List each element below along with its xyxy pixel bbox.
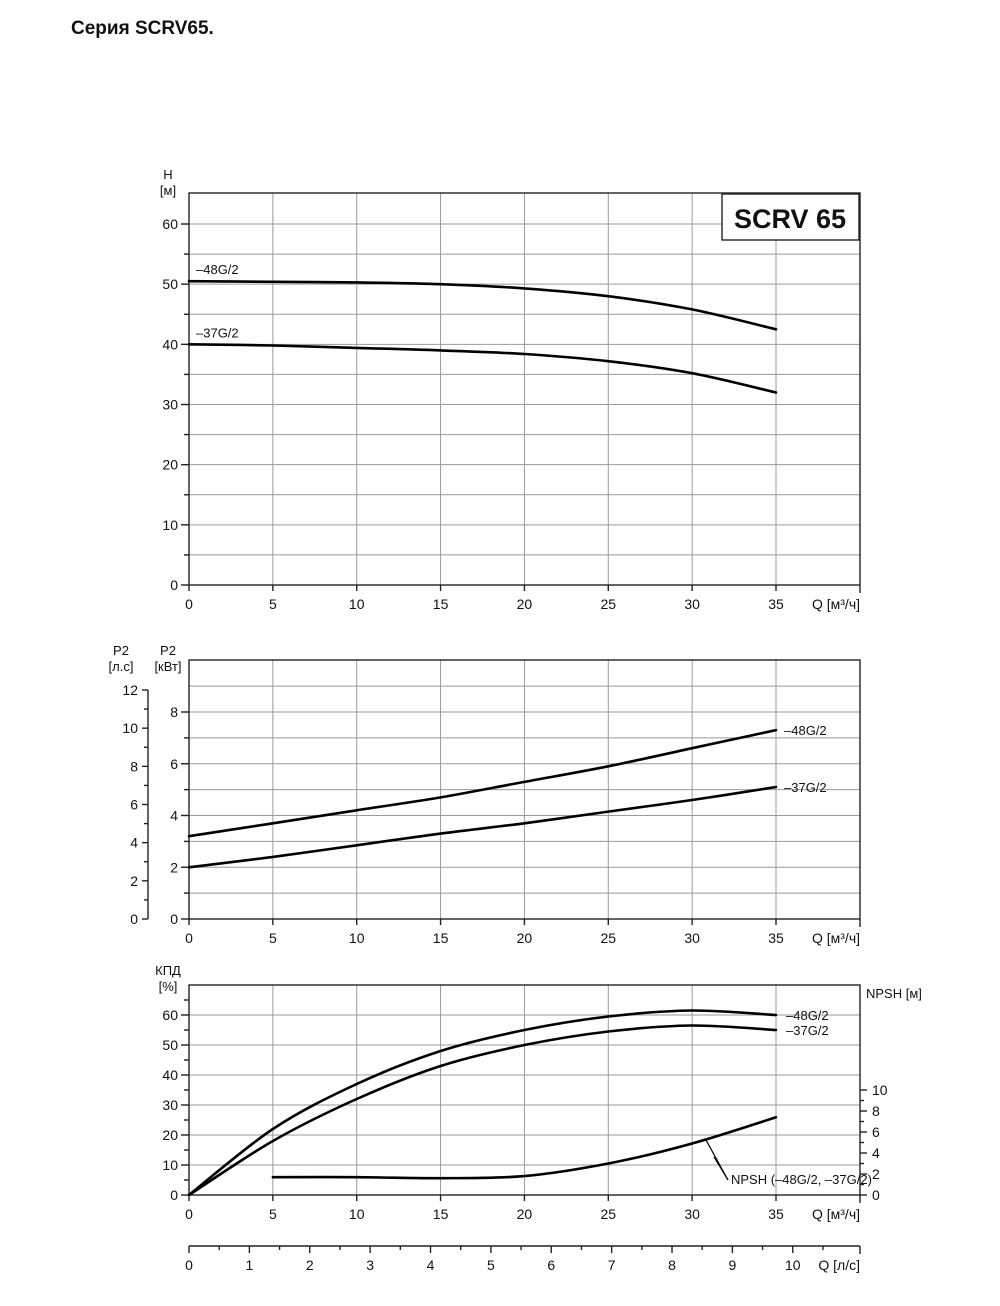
power-series-label: –37G/2 [784,780,827,795]
y-tick-label: 0 [170,1187,178,1203]
power-curve [187,785,778,869]
hp-tick-label: 6 [130,797,138,813]
y-tick-label: 2 [170,859,178,875]
flow-ls-tick-label: 4 [427,1257,435,1273]
power-series-label: –48G/2 [784,723,827,738]
npsh-axis-label: NPSH [м] [866,986,922,1001]
model-badge-box [721,193,860,241]
x-tick-label: 5 [269,596,277,612]
y-tick-label: 4 [170,808,178,824]
x-tick-label: 10 [349,1206,365,1222]
y-axis-unit: [м] [160,183,176,198]
x-tick-label: 20 [517,930,533,946]
hp-tick-label: 10 [122,720,138,736]
y-tick-label: 60 [162,1007,178,1023]
x-tick-label: 20 [517,596,533,612]
hp-tick-label: 8 [130,758,138,774]
x-tick-label: 35 [768,596,784,612]
npsh-tick-label: 2 [872,1166,880,1182]
flow-ls-tick-label: 0 [185,1257,193,1273]
x-axis-label: Q [м³/ч] [812,1206,860,1222]
npsh-series-label: NPSH (–48G/2, –37G/2) [731,1172,872,1187]
flow-ls-tick-label: 5 [487,1257,495,1273]
npsh-tick-label: 8 [872,1103,880,1119]
y-tick-label: 8 [170,704,178,720]
y-tick-label: 0 [170,577,178,593]
head-curve [187,279,778,331]
y-axis-label: КПД [155,963,181,978]
flow-ls-tick-label: 2 [306,1257,314,1273]
efficiency-series-label: –48G/2 [786,1008,829,1023]
npsh-tick-label: 6 [872,1124,880,1140]
npsh-tick-label: 0 [872,1187,880,1203]
x-tick-label: 20 [517,1206,533,1222]
flow-ls-tick-label: 9 [728,1257,736,1273]
npsh-leader-line [713,1156,729,1181]
y-tick-label: 20 [162,1127,178,1143]
x-tick-label: 15 [433,1206,449,1222]
model-badge: SCRV 65 [734,204,846,234]
x-tick-label: 5 [269,1206,277,1222]
head-curve [187,343,778,394]
y-tick-label: 40 [162,1067,178,1083]
x-tick-label: 10 [349,596,365,612]
efficiency-series-label: –37G/2 [786,1023,829,1038]
x-tick-label: 35 [768,930,784,946]
flow-ls-axis-label: Q [л/с] [818,1257,860,1273]
y-tick-label: 30 [162,1097,178,1113]
x-tick-label: 30 [684,1206,700,1222]
y-tick-label: 10 [162,1157,178,1173]
y-axis-label: H [163,167,172,182]
hp-tick-label: 2 [130,873,138,889]
y-tick-label: 40 [162,336,178,352]
npsh-curve [271,1116,778,1180]
hp-tick-label: 0 [130,911,138,927]
efficiency-curve [187,1024,778,1197]
x-tick-label: 35 [768,1206,784,1222]
x-tick-label: 25 [600,930,616,946]
x-tick-label: 30 [684,930,700,946]
flow-ls-tick-label: 3 [366,1257,374,1273]
npsh-tick-label: 10 [872,1082,888,1098]
y-tick-label: 20 [162,457,178,473]
x-tick-label: 0 [185,596,193,612]
x-tick-label: 0 [185,930,193,946]
x-axis-label: Q [м³/ч] [812,930,860,946]
hp-axis-label: P2 [113,643,129,658]
hp-tick-label: 4 [130,835,138,851]
y-tick-label: 10 [162,517,178,533]
y-tick-label: 50 [162,276,178,292]
y-tick-label: 60 [162,216,178,232]
y-axis-unit: [кВт] [154,659,181,674]
y-tick-label: 30 [162,397,178,413]
y-axis-unit: [%] [159,979,178,994]
head-series-label: –48G/2 [196,262,239,277]
y-axis-label: P2 [160,643,176,658]
efficiency-curve [187,1009,778,1197]
x-tick-label: 30 [684,596,700,612]
x-axis-label: Q [м³/ч] [812,596,860,612]
power-curve [187,728,778,838]
x-tick-label: 25 [600,1206,616,1222]
npsh-tick-label: 4 [872,1145,880,1161]
head-series-label: –37G/2 [196,325,239,340]
hp-tick-label: 12 [122,682,138,698]
x-tick-label: 25 [600,596,616,612]
x-tick-label: 15 [433,930,449,946]
flow-ls-tick-label: 8 [668,1257,676,1273]
x-tick-label: 0 [185,1206,193,1222]
flow-ls-tick-label: 7 [608,1257,616,1273]
x-tick-label: 5 [269,930,277,946]
page-title: Серия SCRV65. [71,18,214,39]
y-tick-label: 0 [170,911,178,927]
hp-axis-unit: [л.с] [109,659,134,674]
flow-ls-tick-label: 10 [785,1257,801,1273]
flow-ls-tick-label: 6 [547,1257,555,1273]
y-tick-label: 6 [170,756,178,772]
flow-ls-tick-label: 1 [245,1257,253,1273]
y-tick-label: 50 [162,1037,178,1053]
x-tick-label: 15 [433,596,449,612]
x-tick-label: 10 [349,930,365,946]
